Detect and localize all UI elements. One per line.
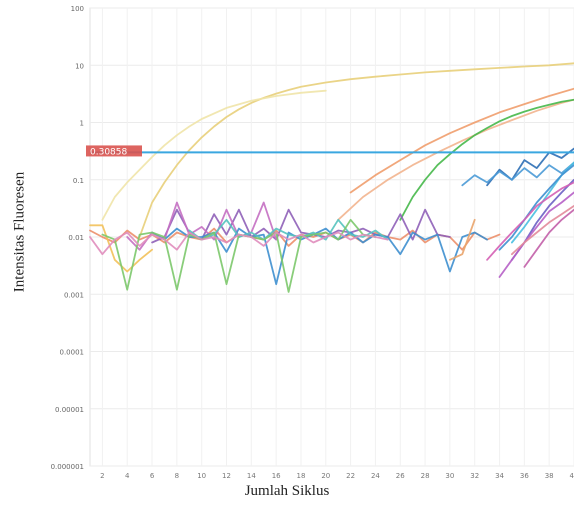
y-tick-label: 0.000001	[51, 463, 84, 471]
x-tick-label: 14	[247, 472, 256, 480]
y-tick-label: 10	[75, 62, 84, 70]
x-tick-label: 12	[222, 472, 231, 480]
x-tick-label: 26	[396, 472, 405, 480]
x-tick-label: 34	[495, 472, 504, 480]
x-tick-label: 30	[445, 472, 454, 480]
x-tick-label: 6	[150, 472, 155, 480]
x-tick-label: 32	[470, 472, 479, 480]
x-tick-label: 24	[371, 472, 380, 480]
x-tick-label: 38	[545, 472, 554, 480]
y-tick-label: 100	[71, 5, 84, 13]
y-axis-title: Intensitas Fluoresen	[12, 172, 29, 292]
y-tick-label: 0.1	[73, 177, 84, 185]
x-tick-label: 10	[197, 472, 206, 480]
x-tick-label: 28	[421, 472, 430, 480]
threshold-label: 0.30858	[90, 147, 127, 157]
y-tick-label: 0.01	[68, 234, 84, 242]
y-tick-label: 0.00001	[55, 406, 84, 414]
y-tick-label: 1	[80, 120, 84, 128]
x-tick-label: 22	[346, 472, 355, 480]
y-tick-label: 0.001	[64, 291, 84, 299]
x-tick-label: 40	[570, 472, 574, 480]
x-tick-label: 8	[175, 472, 179, 480]
x-tick-label: 18	[297, 472, 306, 480]
x-tick-label: 36	[520, 472, 529, 480]
x-tick-label: 16	[272, 472, 281, 480]
x-axis-title: Jumlah Siklus	[0, 483, 574, 500]
x-tick-label: 4	[125, 472, 130, 480]
y-tick-labels: 100 10 1 0.1 0.01 0.001 0.0001 0.00001 0.000001	[51, 5, 84, 471]
x-tick-label: 20	[321, 472, 330, 480]
y-tick-label: 0.0001	[60, 349, 85, 357]
x-tick-label: 2	[100, 472, 104, 480]
